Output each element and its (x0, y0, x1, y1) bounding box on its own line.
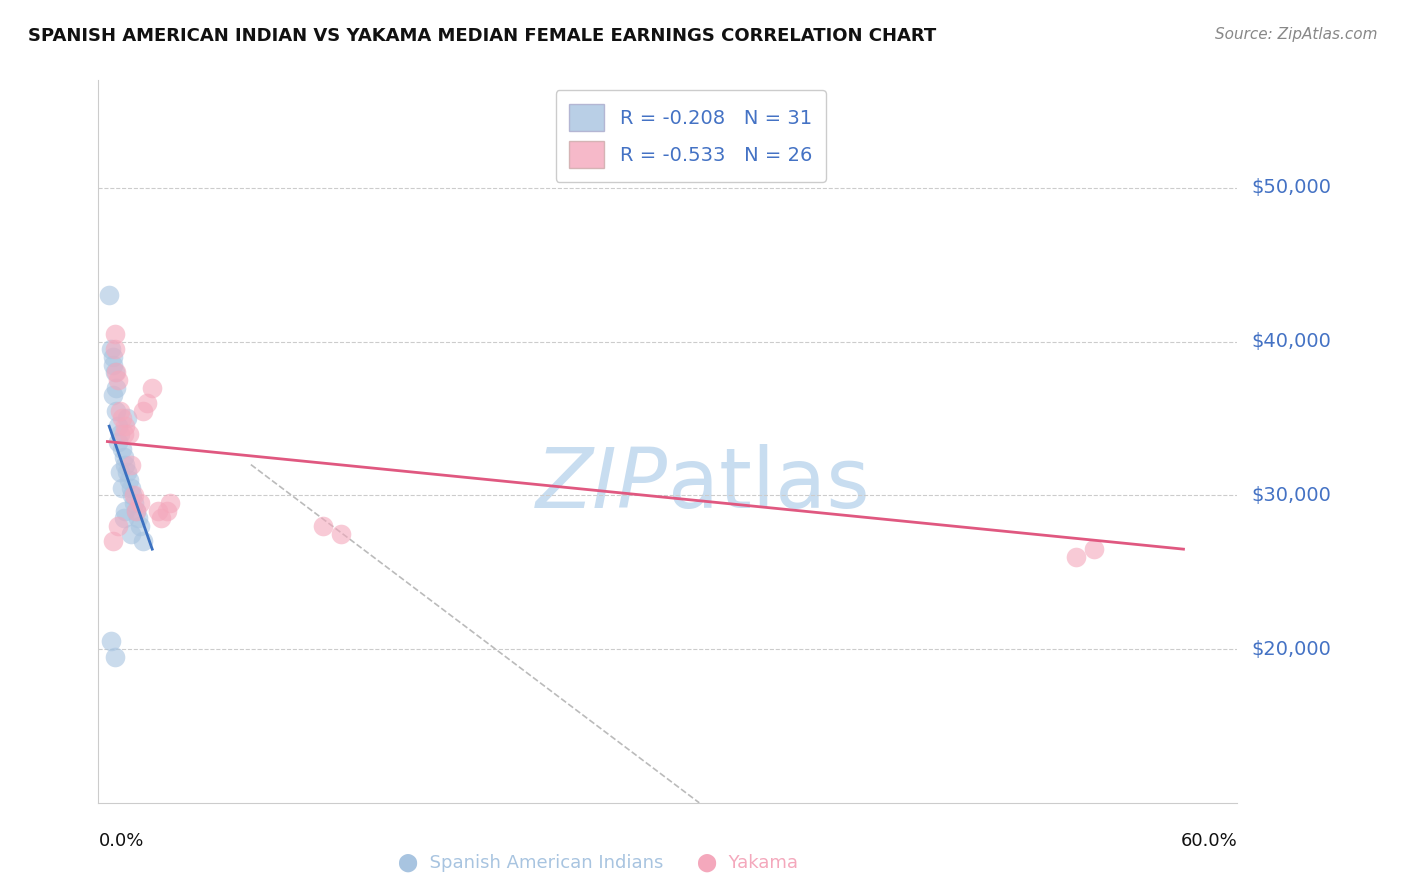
Point (118, 473, 141, 487)
Point (118, 426, 141, 441)
Point (120, 481, 142, 495)
Point (101, 388, 124, 402)
Point (98, 288, 121, 302)
Point (132, 534, 155, 549)
Text: ZIP: ZIP (536, 444, 668, 525)
Point (108, 404, 131, 418)
Point (114, 504, 136, 518)
Point (107, 373, 129, 387)
Point (155, 504, 177, 518)
Text: $50,000: $50,000 (1251, 178, 1331, 197)
Text: SPANISH AMERICAN INDIAN VS YAKAMA MEDIAN FEMALE EARNINGS CORRELATION CHART: SPANISH AMERICAN INDIAN VS YAKAMA MEDIAN… (28, 27, 936, 45)
Point (121, 488, 143, 502)
Point (124, 496, 146, 510)
Point (111, 411, 134, 425)
Point (120, 458, 142, 472)
Text: Source: ZipAtlas.com: Source: ZipAtlas.com (1215, 27, 1378, 42)
Point (112, 426, 135, 441)
Point (103, 326, 125, 341)
Point (125, 504, 148, 518)
Point (107, 519, 129, 533)
Point (124, 488, 146, 502)
Point (114, 419, 136, 434)
Text: ⬤  Yakama: ⬤ Yakama (697, 854, 799, 871)
Point (108, 465, 131, 479)
Text: 60.0%: 60.0% (1181, 831, 1237, 850)
Point (107, 419, 129, 434)
Point (329, 526, 352, 541)
Point (146, 504, 169, 518)
Text: 0.0%: 0.0% (98, 831, 143, 850)
Point (128, 519, 150, 533)
Point (127, 511, 149, 525)
Point (112, 511, 135, 525)
Point (103, 649, 125, 664)
Point (1083, 542, 1105, 557)
Point (105, 365, 128, 379)
Point (105, 381, 128, 395)
Text: ⬤  Spanish American Indians: ⬤ Spanish American Indians (398, 854, 664, 871)
Point (101, 358, 124, 372)
Point (132, 404, 155, 418)
Point (100, 343, 122, 357)
Point (101, 534, 124, 549)
Text: $40,000: $40,000 (1251, 332, 1331, 351)
Point (115, 411, 138, 425)
Point (120, 526, 142, 541)
Point (141, 381, 163, 395)
Point (1064, 549, 1087, 564)
Point (311, 519, 333, 533)
Point (103, 365, 125, 379)
Point (128, 496, 150, 510)
Point (105, 404, 128, 418)
Legend: R = -0.208   N = 31, R = -0.533   N = 26: R = -0.208 N = 31, R = -0.533 N = 26 (555, 90, 825, 182)
Point (111, 481, 134, 495)
Point (159, 496, 181, 510)
Text: atlas: atlas (668, 444, 869, 525)
Text: $30,000: $30,000 (1251, 486, 1331, 505)
Point (103, 343, 125, 357)
Point (115, 465, 138, 479)
Point (100, 634, 122, 648)
Point (101, 350, 124, 364)
Text: $20,000: $20,000 (1251, 640, 1331, 658)
Point (125, 504, 148, 518)
Point (114, 458, 136, 472)
Point (111, 442, 134, 457)
Point (107, 434, 129, 449)
Point (135, 396, 157, 410)
Point (112, 450, 135, 464)
Point (108, 426, 131, 441)
Point (150, 511, 173, 525)
